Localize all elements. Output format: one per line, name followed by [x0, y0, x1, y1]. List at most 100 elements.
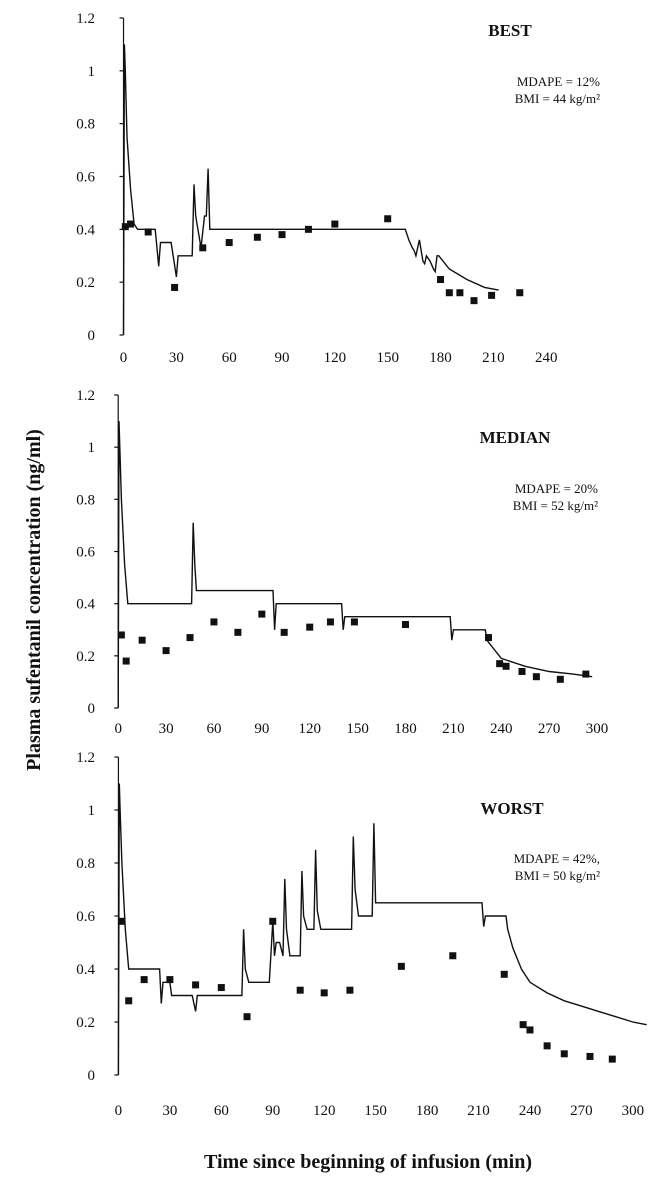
y-tick-label: 0.2: [76, 649, 95, 665]
measured-concentration-point: [243, 1013, 251, 1021]
measured-concentration-point: [437, 276, 445, 284]
y-axis-label: Plasma sufentanil concentration (ng/ml): [23, 429, 45, 771]
measured-concentration-point: [121, 223, 129, 231]
x-tick-label: 90: [265, 1103, 280, 1119]
y-tick-label: 0.6: [76, 170, 95, 186]
measured-concentration-point: [502, 662, 510, 670]
measured-concentration-point: [350, 618, 358, 626]
y-tick-label: 0.6: [76, 909, 95, 925]
measured-concentration-point: [326, 618, 334, 626]
y-tick-label: 0.8: [76, 117, 95, 133]
measured-concentration-point: [199, 244, 207, 252]
x-tick-label: 120: [313, 1103, 336, 1119]
y-tick-label: 0.8: [76, 856, 95, 872]
x-tick-label: 30: [162, 1103, 177, 1119]
y-tick-label: 0: [88, 328, 96, 344]
x-tick-label: 300: [622, 1103, 645, 1119]
measured-concentration-point: [500, 970, 508, 978]
y-tick-label: 1.2: [76, 11, 95, 27]
measured-concentration-point: [586, 1052, 594, 1060]
measured-concentration-point: [484, 634, 492, 642]
x-tick-label: 150: [364, 1103, 387, 1119]
x-tick-label: 60: [206, 721, 221, 737]
panel-worst: 0 0.2 0.4 0.6 0.8 1 1.2 0 30 60 90 120 150 180 210 240 2…: [76, 750, 647, 1119]
measured-concentration-point: [210, 618, 218, 626]
y-tick-label: 0: [88, 701, 96, 717]
x-tick-label: 270: [538, 721, 561, 737]
measured-concentration-point: [532, 673, 540, 681]
panel-annotation: MDAPE = 12%: [517, 74, 600, 89]
measured-concentration-point: [122, 657, 130, 665]
measured-concentration-point: [543, 1042, 551, 1050]
y-tick-label: 0.8: [76, 492, 95, 508]
measured-concentration-point: [306, 623, 314, 631]
y-tick-label: 1: [88, 803, 96, 819]
measured-concentration-point: [280, 628, 288, 636]
measured-concentration-point: [258, 610, 266, 618]
measured-concentration-point: [384, 215, 392, 223]
measured-concentration-point: [166, 976, 174, 984]
x-tick-label: 210: [467, 1103, 490, 1119]
measured-concentration-point: [225, 239, 233, 247]
predicted-concentration-line: [117, 783, 647, 1076]
measured-concentration-point: [186, 634, 194, 642]
x-tick-label: 180: [416, 1103, 439, 1119]
panel-median: 0 0.2 0.4 0.6 0.8 1 1.2 0 30 60 90 120 150 180 210 240 2…: [76, 388, 608, 737]
x-tick-label: 60: [214, 1103, 229, 1119]
measured-concentration-point: [516, 289, 524, 297]
measured-concentration-point: [304, 225, 312, 233]
measured-concentration-point: [582, 670, 590, 678]
y-tick-label: 0.2: [76, 275, 95, 291]
measured-concentration-point: [125, 997, 133, 1005]
y-tick-label: 1: [88, 64, 96, 80]
panel-title: WORST: [480, 799, 544, 818]
measured-concentration-point: [488, 291, 496, 299]
y-tick-label: 1.2: [76, 750, 95, 766]
panel-annotation: MDAPE = 20%: [515, 481, 598, 496]
measured-concentration-point: [456, 289, 464, 297]
measured-concentration-point: [171, 283, 179, 291]
x-tick-label: 300: [586, 721, 609, 737]
y-tick-label: 0.2: [76, 1015, 95, 1031]
x-tick-label: 180: [429, 350, 452, 366]
measured-concentration-point: [445, 289, 453, 297]
measured-concentration-point: [234, 628, 242, 636]
measured-concentration-point: [138, 636, 146, 644]
measured-concentration-point: [331, 220, 339, 228]
x-tick-label: 210: [442, 721, 465, 737]
measured-concentration-point: [118, 917, 126, 925]
x-tick-label: 240: [535, 350, 558, 366]
panel-annotation: BMI = 50 kg/m²: [515, 868, 600, 883]
measured-concentration-point: [401, 621, 409, 629]
x-tick-label: 60: [222, 350, 237, 366]
x-tick-label: 90: [254, 721, 269, 737]
x-axis-label: Time since beginning of infusion (min): [204, 1151, 532, 1173]
x-tick-label: 150: [376, 350, 399, 366]
measured-concentration-point: [278, 231, 286, 239]
measured-concentration-point: [144, 228, 152, 236]
measured-concentration-point: [192, 981, 200, 989]
measured-concentration-point: [556, 675, 564, 683]
measured-concentration-point: [470, 297, 478, 305]
measured-concentration-point: [162, 647, 170, 655]
x-tick-label: 210: [482, 350, 505, 366]
measured-concentration-point: [296, 986, 304, 994]
measured-concentration-point: [346, 986, 354, 994]
measured-concentration-point: [217, 984, 225, 992]
measured-concentration-point: [269, 917, 277, 925]
panel-title: BEST: [488, 21, 532, 40]
x-tick-label: 240: [490, 721, 513, 737]
x-tick-label: 30: [159, 721, 174, 737]
x-tick-label: 270: [570, 1103, 593, 1119]
measured-concentration-point: [117, 631, 125, 639]
x-tick-label: 240: [519, 1103, 542, 1119]
x-tick-label: 30: [169, 350, 184, 366]
x-tick-label: 0: [120, 350, 128, 366]
x-tick-label: 120: [324, 350, 347, 366]
measured-concentration-point: [526, 1026, 534, 1034]
measured-concentration-point: [518, 667, 526, 675]
x-tick-label: 180: [394, 721, 417, 737]
measured-concentration-point: [449, 952, 457, 960]
measured-concentration-point: [608, 1055, 616, 1063]
y-tick-label: 0.4: [76, 597, 95, 613]
